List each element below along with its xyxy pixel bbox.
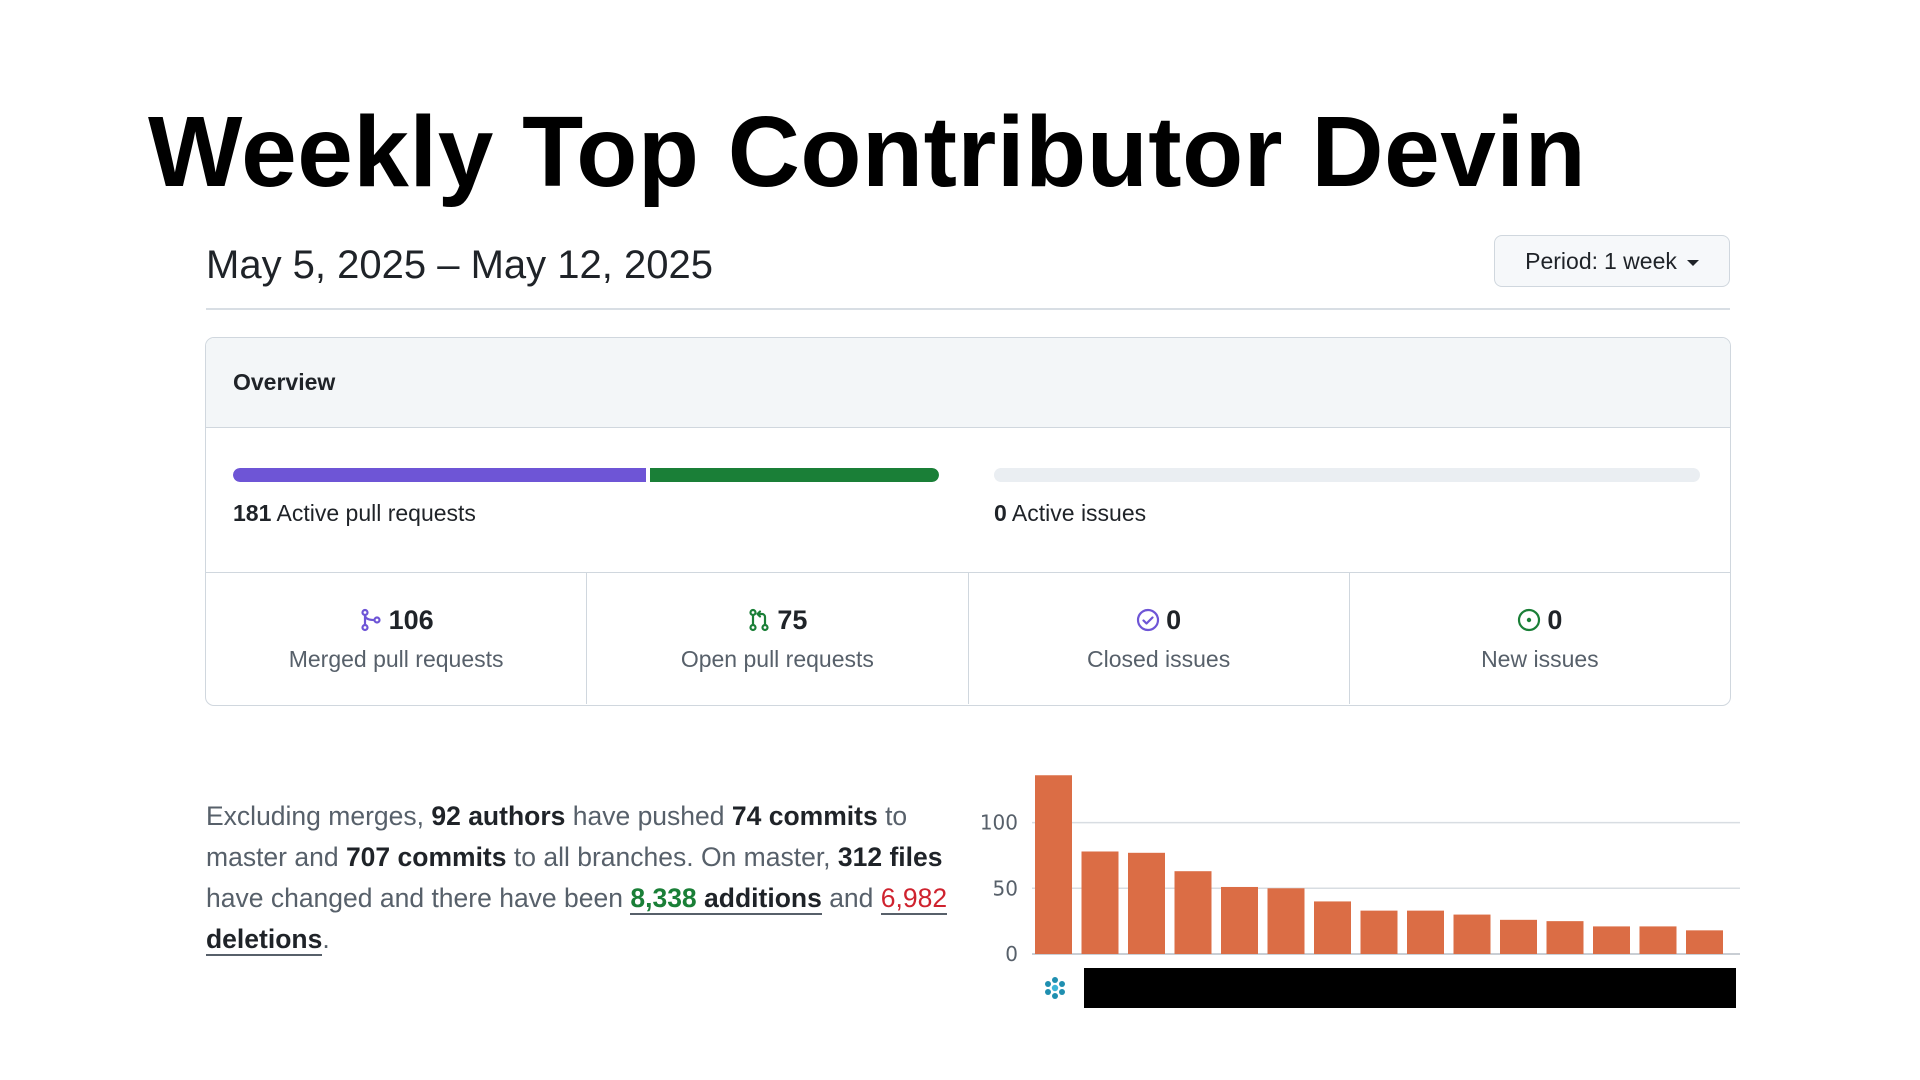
- overview-header: Overview: [206, 338, 1730, 428]
- stat-label: Merged pull requests: [288, 645, 504, 672]
- stat-merged-pull-requests[interactable]: 106 Merged pull requests: [206, 573, 588, 704]
- merged-pr-segment[interactable]: [233, 468, 647, 482]
- active-issues-count: 0: [994, 500, 1007, 526]
- commit-summary: Excluding merges, 92 authors have pushed…: [206, 801, 948, 956]
- overview-title: Overview: [233, 369, 336, 395]
- stat-value: 0: [1166, 604, 1182, 635]
- contributors-bar-chart: 0 50 100: [980, 775, 1740, 966]
- deletions-link[interactable]: 6,982 deletions: [206, 883, 948, 956]
- contributor-avatar-icon[interactable]: [1042, 975, 1068, 1001]
- overview-panel: Overview 181 Active pull requests 0 Acti…: [205, 337, 1731, 706]
- stat-label: New issues: [1481, 645, 1599, 672]
- overview-activity-bars: 181 Active pull requests 0 Active issues: [206, 428, 1730, 573]
- chart-bar[interactable]: [1639, 926, 1677, 954]
- stat-value: 75: [777, 604, 808, 635]
- period-label: Period:: [1525, 247, 1598, 274]
- deletions-word: deletions: [206, 924, 323, 954]
- date-range-heading: May 5, 2025 – May 12, 2025: [206, 243, 713, 287]
- chart-bar[interactable]: [1360, 910, 1398, 954]
- chart-bars: [1035, 775, 1723, 954]
- stat-label: Closed issues: [1087, 645, 1231, 672]
- period-value: 1 week: [1604, 247, 1677, 274]
- git-merge-icon: [360, 608, 381, 632]
- caret-down-icon: [1686, 259, 1699, 266]
- active-pull-requests-link[interactable]: 181 Active pull requests: [233, 500, 476, 527]
- slide-title: Weekly Top Contributor Devin: [148, 96, 1587, 208]
- deletions-count: 6,982: [880, 883, 948, 913]
- chart-bar[interactable]: [1081, 851, 1119, 954]
- files-changed-count: 312 files: [837, 842, 943, 872]
- commits-master-count: 74 commits: [731, 801, 878, 831]
- active-pr-count: 181: [233, 500, 272, 526]
- chart-bar[interactable]: [1500, 919, 1537, 954]
- chart-bar[interactable]: [1593, 926, 1630, 954]
- period-dropdown-button[interactable]: Period: 1 week: [1494, 235, 1730, 287]
- chart-bar[interactable]: [1453, 914, 1491, 954]
- issue-closed-icon: [1137, 608, 1160, 632]
- additions-link[interactable]: 8,338 additions: [630, 883, 822, 915]
- authors-count: 92 authors: [431, 801, 566, 831]
- stat-value: 0: [1547, 604, 1563, 635]
- active-pr-label: Active pull requests: [276, 500, 476, 526]
- open-pr-segment[interactable]: [650, 468, 939, 482]
- chart-bar[interactable]: [1174, 871, 1212, 954]
- chart-bar[interactable]: [1221, 886, 1258, 954]
- issue-opened-icon: [1518, 608, 1541, 632]
- pull-requests-progress-bar: [233, 468, 939, 482]
- stat-new-issues[interactable]: 0 New issues: [1350, 573, 1730, 704]
- chart-bar[interactable]: [1407, 910, 1444, 954]
- additions-count: 8,338: [630, 883, 697, 913]
- additions-word: additions: [696, 883, 822, 913]
- redacted-contributors-bar: [1084, 968, 1736, 1008]
- stat-open-pull-requests[interactable]: 75 Open pull requests: [587, 573, 969, 704]
- active-issues-link[interactable]: 0 Active issues: [994, 500, 1146, 527]
- chart-bar[interactable]: [1314, 901, 1351, 954]
- issues-progress-bar: [994, 468, 1700, 482]
- chart-bar[interactable]: [1546, 921, 1584, 954]
- chart-bar[interactable]: [1035, 775, 1072, 954]
- git-pull-request-icon: [749, 608, 769, 632]
- overview-stats: 106 Merged pull requests 75 Open pull re…: [206, 573, 1730, 704]
- y-tick-label: 100: [980, 811, 1018, 835]
- stat-label: Open pull requests: [680, 645, 874, 672]
- y-tick-label: 0: [1005, 942, 1018, 966]
- chart-bar[interactable]: [1128, 852, 1165, 954]
- header-divider: [206, 308, 1730, 310]
- stat-closed-issues[interactable]: 0 Closed issues: [969, 573, 1350, 704]
- chart-y-ticks: 0 50 100: [980, 811, 1018, 966]
- stat-value: 106: [388, 604, 434, 635]
- commits-all-count: 707 commits: [345, 842, 507, 872]
- y-tick-label: 50: [993, 876, 1018, 900]
- chart-bar[interactable]: [1267, 888, 1305, 954]
- chart-bar[interactable]: [1686, 930, 1723, 954]
- active-issues-label: Active issues: [1011, 500, 1147, 526]
